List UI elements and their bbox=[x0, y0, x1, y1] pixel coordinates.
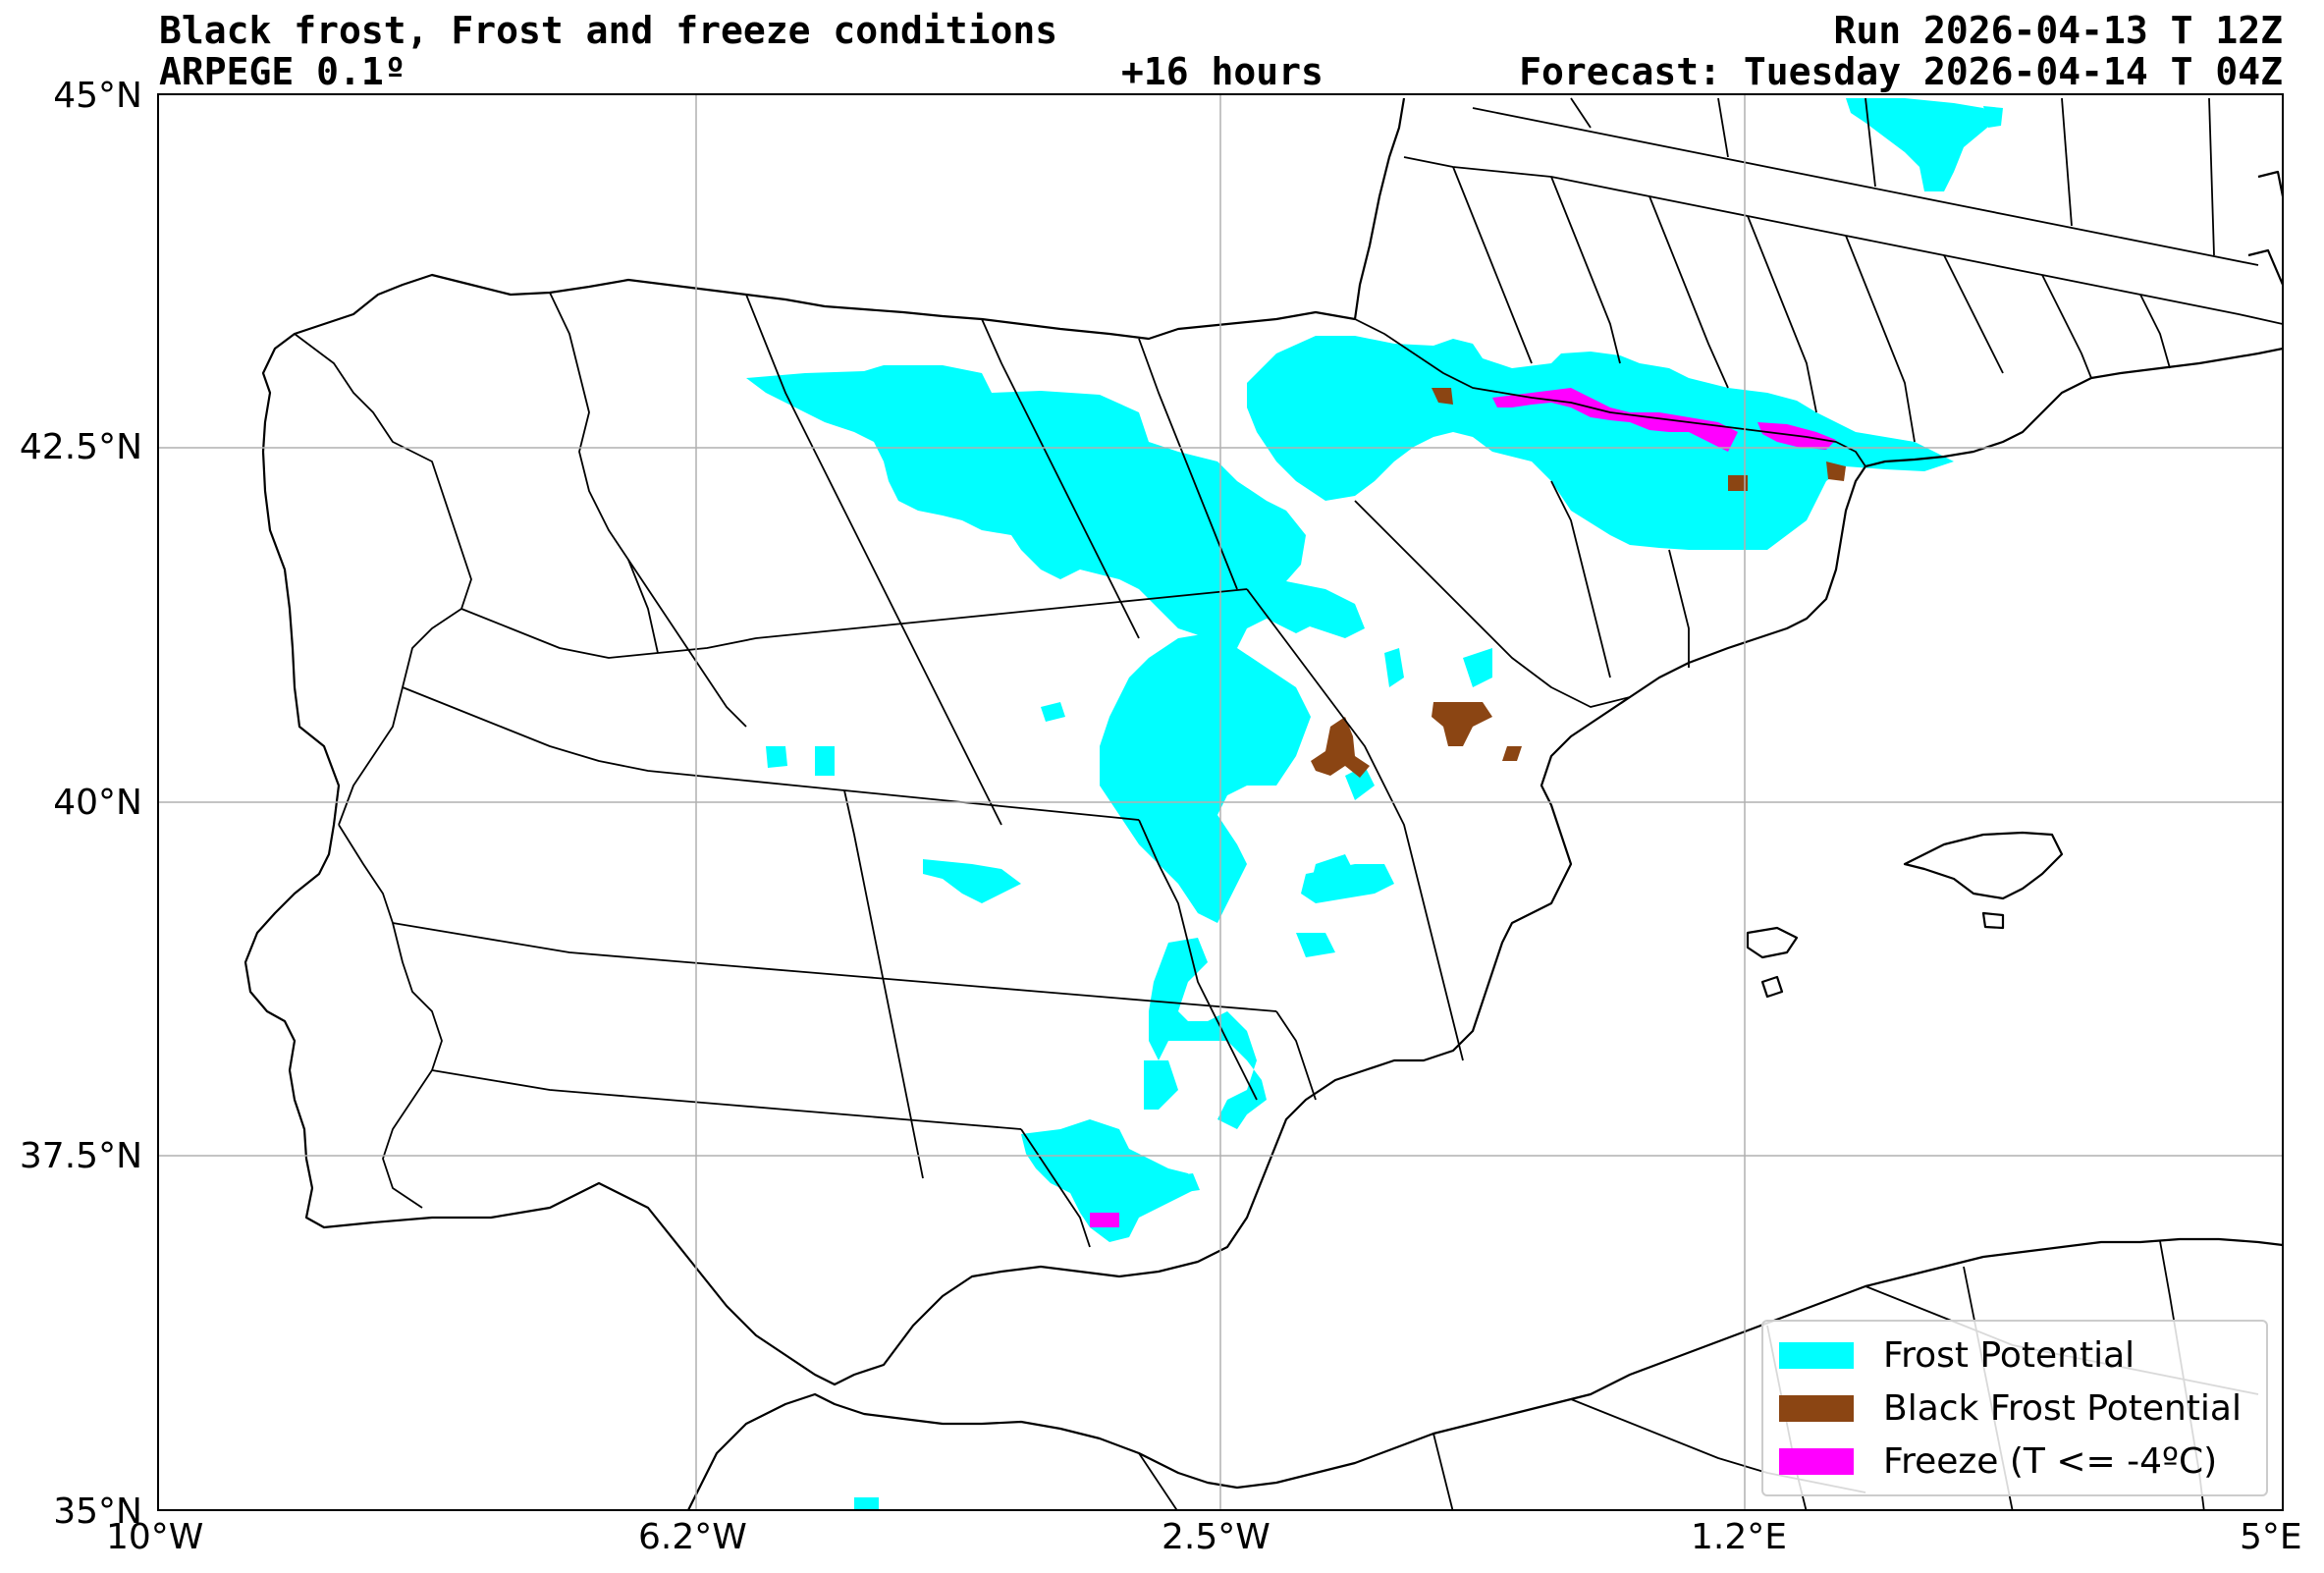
run-label: Run 2026-04-13 T 12Z bbox=[1833, 9, 2283, 52]
legend-label-frost: Frost Potential bbox=[1883, 1334, 2135, 1376]
legend: Frost Potential Black Frost Potential Fr… bbox=[1761, 1320, 2268, 1496]
lat-label-37-5n: 37.5°N bbox=[19, 1136, 142, 1176]
lon-label-1-2e: 1.2°E bbox=[1691, 1517, 1787, 1557]
lon-label-10w: 10°W bbox=[106, 1517, 204, 1557]
map-frame bbox=[157, 93, 2284, 1511]
gridlines bbox=[158, 94, 2283, 1510]
coastlines bbox=[243, 97, 2283, 1510]
frost-potential-areas bbox=[746, 98, 2003, 1510]
forecast-label: Forecast: Tuesday 2026-04-14 T 04Z bbox=[1519, 50, 2283, 93]
legend-item-frost: Frost Potential bbox=[1779, 1334, 2135, 1376]
legend-item-black-frost: Black Frost Potential bbox=[1779, 1387, 2242, 1429]
model-label: ARPEGE 0.1º bbox=[159, 50, 406, 93]
lat-label-45n: 45°N bbox=[53, 76, 142, 116]
lat-label-35n: 35°N bbox=[53, 1492, 142, 1532]
black-frost-areas bbox=[1311, 388, 1846, 778]
legend-label-freeze: Freeze (T <= -4ºC) bbox=[1883, 1440, 2218, 1482]
legend-item-freeze: Freeze (T <= -4ºC) bbox=[1779, 1440, 2218, 1482]
freeze-swatch bbox=[1779, 1447, 1854, 1475]
map-title: Black frost, Frost and freeze conditions bbox=[159, 9, 1058, 52]
legend-label-black-frost: Black Frost Potential bbox=[1883, 1387, 2242, 1429]
lon-label-2-5w: 2.5°W bbox=[1162, 1517, 1270, 1557]
lon-label-5e: 5°E bbox=[2240, 1517, 2302, 1557]
lat-label-40n: 40°N bbox=[53, 783, 142, 823]
admin-borders bbox=[294, 97, 2283, 1510]
frost-swatch bbox=[1779, 1341, 1854, 1369]
lon-label-6-2w: 6.2°W bbox=[638, 1517, 747, 1557]
lead-time-label: +16 hours bbox=[1121, 50, 1324, 93]
lat-label-42-5n: 42.5°N bbox=[19, 427, 142, 467]
black-frost-swatch bbox=[1779, 1394, 1854, 1422]
